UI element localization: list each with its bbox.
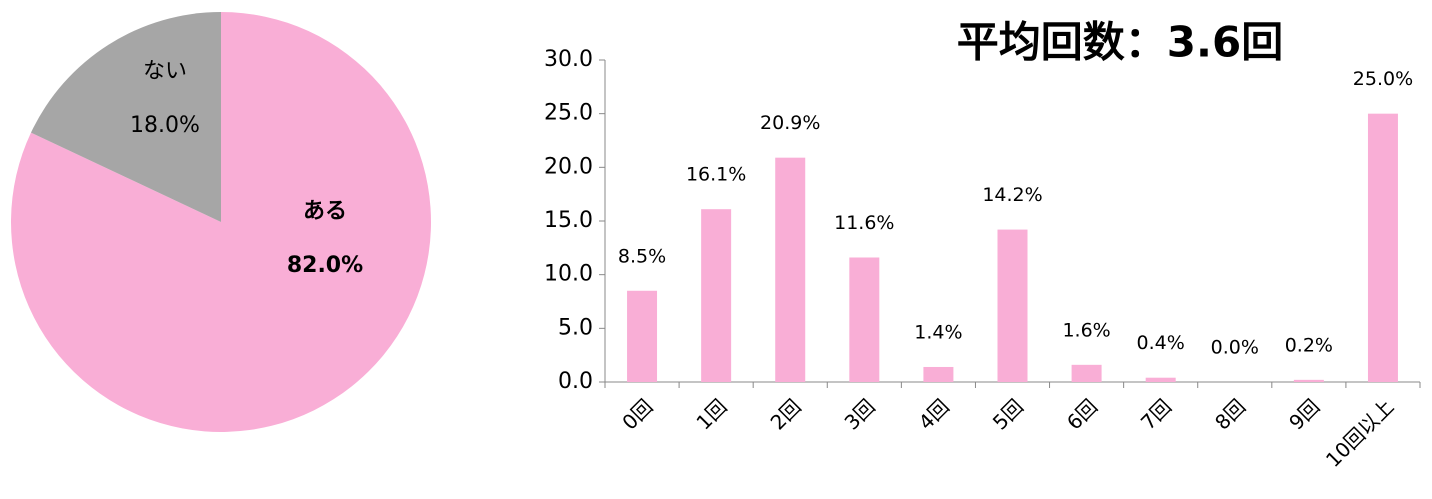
bar: [997, 229, 1028, 382]
value-label: 1.4%: [914, 321, 962, 343]
bar: [627, 290, 658, 382]
value-label: 25.0%: [1353, 68, 1413, 90]
x-tick-label: 7回: [1136, 394, 1176, 434]
chart-title: 平均回数：3.6回: [957, 18, 1283, 67]
y-tick-label: 25.0: [544, 101, 593, 126]
x-tick-label: 5回: [988, 394, 1028, 434]
y-tick-label: 5.0: [558, 315, 593, 340]
slice-label: ある: [302, 199, 347, 224]
pie-slice: [11, 12, 432, 432]
y-tick-label: 20.0: [544, 154, 593, 179]
bar: [1071, 364, 1102, 382]
x-tick-label: 0回: [617, 394, 657, 434]
bar: [923, 366, 954, 382]
value-label: 0.4%: [1137, 332, 1185, 354]
x-tick-label: 3回: [840, 394, 880, 434]
bar: [701, 209, 732, 382]
bar: [1293, 379, 1324, 382]
value-label: 8.5%: [618, 245, 666, 267]
x-tick-label: 8回: [1210, 394, 1250, 434]
y-tick-label: 10.0: [544, 262, 593, 287]
y-tick-label: 15.0: [544, 208, 593, 233]
value-label: 20.9%: [760, 112, 820, 134]
x-tick-label: 1回: [691, 394, 731, 434]
value-label: 0.0%: [1211, 337, 1259, 359]
x-tick-label: 2回: [766, 394, 806, 434]
bar: [1145, 377, 1176, 382]
value-label: 16.1%: [686, 164, 746, 186]
slice-label: ない: [142, 59, 187, 84]
y-tick-label: 0.0: [558, 369, 593, 394]
slice-value: 82.0%: [286, 253, 364, 278]
value-label: 14.2%: [982, 184, 1042, 206]
bar: [849, 257, 880, 382]
x-tick-label: 10回以上: [1321, 394, 1398, 471]
slice-value: 18.0%: [130, 113, 200, 138]
value-label: 1.6%: [1062, 319, 1110, 341]
x-tick-label: 9回: [1284, 394, 1324, 434]
y-tick-label: 30.0: [544, 47, 593, 72]
value-label: 0.2%: [1285, 334, 1333, 356]
x-tick-label: 6回: [1062, 394, 1102, 434]
bar: [1367, 113, 1398, 383]
value-label: 11.6%: [834, 212, 894, 234]
pie-slice: [30, 12, 222, 222]
x-tick-label: 4回: [914, 394, 954, 434]
bar: [775, 157, 806, 382]
